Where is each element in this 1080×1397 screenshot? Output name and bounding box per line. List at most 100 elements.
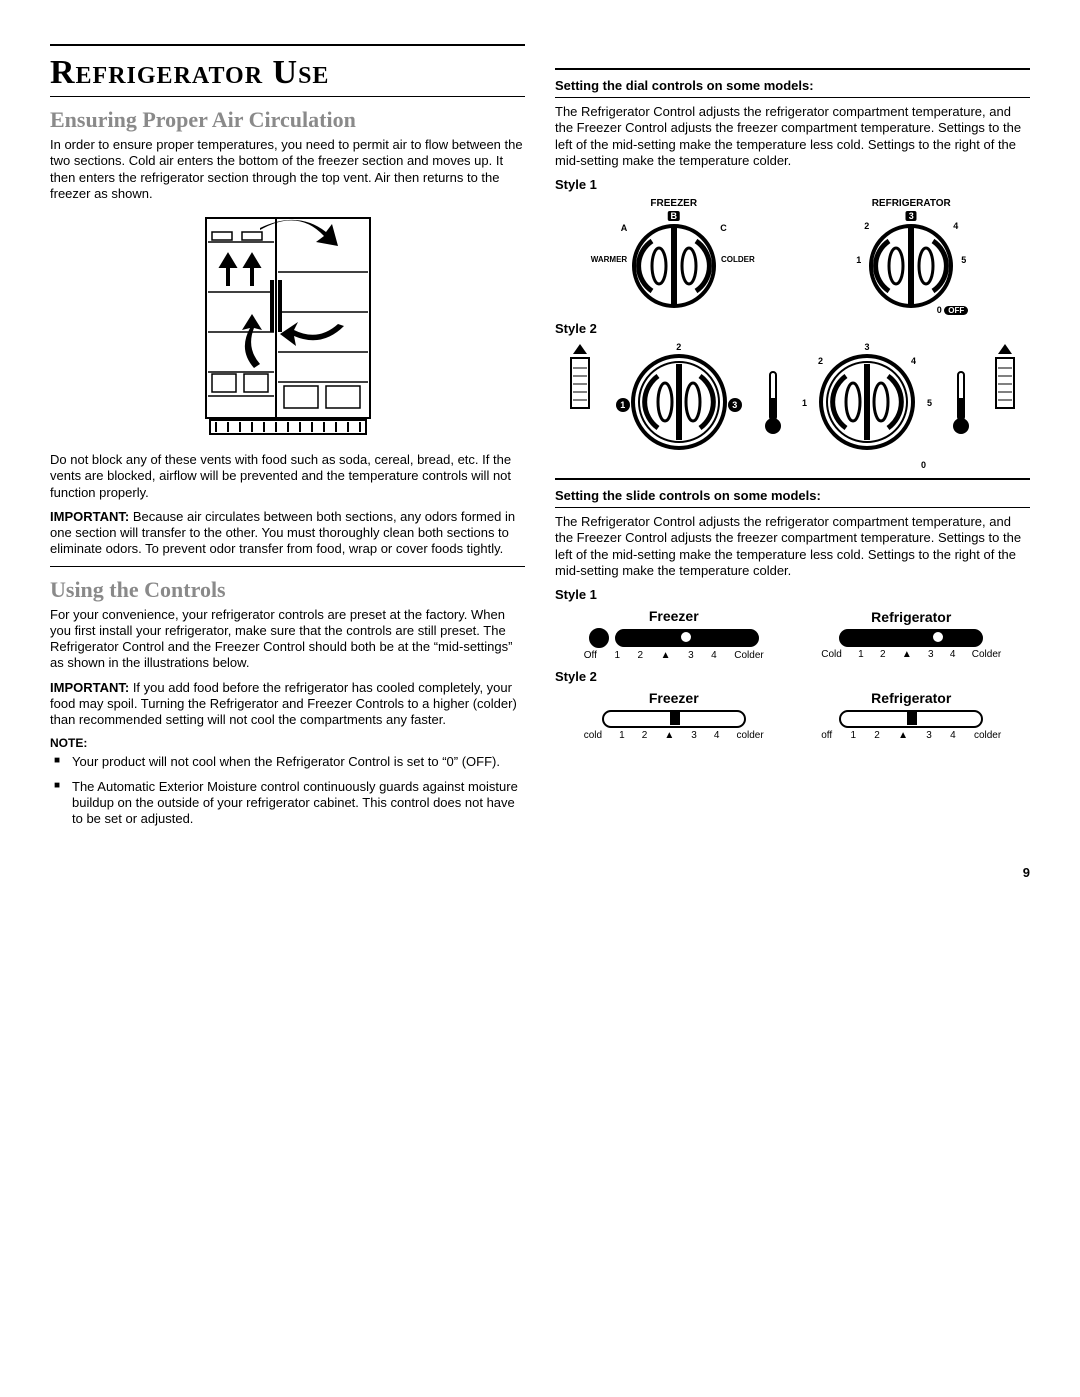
scale-label: 1 xyxy=(619,730,625,741)
controls-p1: For your convenience, your refrigerator … xyxy=(50,607,525,672)
scale-label: Colder xyxy=(734,650,763,661)
scale-label: 1 xyxy=(858,649,864,660)
refrigerator-slide-s2: Refrigerator off 1 2 ▲ 3 4 colder xyxy=(819,690,1003,741)
scale-label: 2 xyxy=(638,650,644,661)
scale-label: 4 xyxy=(714,730,720,741)
scale-label: 2 xyxy=(642,730,648,741)
refrigerator-dial: REFRIGERATOR 3 2 4 1 5 xyxy=(836,198,986,313)
scale-label: 3 xyxy=(928,649,934,660)
scale-label: 3 xyxy=(688,650,694,661)
dial-mark: 2 xyxy=(818,356,823,366)
scale-tri: ▲ xyxy=(661,650,671,661)
slide-bar xyxy=(615,629,759,647)
dial-title: FREEZER xyxy=(599,198,749,209)
section-title-air: Ensuring Proper Air Circulation xyxy=(50,107,525,133)
freezer-dial-s2: 2 1 3 xyxy=(614,342,744,454)
freezer-dial: FREEZER B A C WARMER COLDER xyxy=(599,198,749,313)
controls-important: IMPORTANT: If you add food before the re… xyxy=(50,680,525,729)
scale-label: Cold xyxy=(821,649,842,660)
scale-label: 1 xyxy=(850,730,856,741)
dial-mark: 5 xyxy=(961,255,966,265)
scale-label: Colder xyxy=(972,649,1001,660)
left-column: Refrigerator Use Ensuring Proper Air Cir… xyxy=(50,40,525,835)
dial-mark: A xyxy=(621,223,628,233)
slide-knob xyxy=(679,630,693,644)
dial-title: REFRIGERATOR xyxy=(836,198,986,209)
scale-label: 3 xyxy=(691,730,697,741)
note-label: NOTE: xyxy=(50,736,525,750)
dial-mark: 3 xyxy=(865,342,870,352)
scale-tri: ▲ xyxy=(664,730,674,741)
slide-p: The Refrigerator Control adjusts the ref… xyxy=(555,514,1030,579)
refrigerator-slide-s1: Refrigerator Cold 1 2 ▲ 3 4 Colder xyxy=(819,609,1003,660)
slide-title: Freezer xyxy=(582,690,766,706)
slide-bar xyxy=(839,710,983,728)
dial-mark: 4 xyxy=(911,356,916,366)
dial-mark: 5 xyxy=(927,398,932,408)
dial-mark: B xyxy=(668,211,681,221)
scale-label: 1 xyxy=(614,650,620,661)
slide-knob xyxy=(907,711,917,725)
scale-label: 4 xyxy=(711,650,717,661)
dial-mark: 3 xyxy=(728,398,742,412)
dial-mark: 2 xyxy=(864,221,869,231)
scale-label: 4 xyxy=(950,649,956,660)
vent-icon xyxy=(565,342,595,422)
dial-mark: C xyxy=(720,223,727,233)
note-list: Your product will not cool when the Refr… xyxy=(50,754,525,827)
style-2-label: Style 2 xyxy=(555,321,1030,336)
dial-mark: 1 xyxy=(616,398,630,412)
scale-label: 4 xyxy=(950,730,956,741)
scale-label: off xyxy=(821,730,832,741)
thermometer-icon xyxy=(763,342,783,452)
slide-style1-row: Freezer Off 1 2 ▲ 3 4 Colder xyxy=(555,608,1030,661)
note-item: The Automatic Exterior Moisture control … xyxy=(72,779,525,828)
air-p2: Do not block any of these vents with foo… xyxy=(50,452,525,501)
scale-tri: ▲ xyxy=(898,730,908,741)
scale-tri: ▲ xyxy=(902,649,912,660)
dial-mark: 0 xyxy=(921,460,926,470)
dial-mark: 3 xyxy=(906,211,917,221)
dial-mark: 1 xyxy=(802,398,807,408)
section-title-controls: Using the Controls xyxy=(50,577,525,603)
airflow-diagram xyxy=(198,212,378,442)
air-p1: In order to ensure proper temperatures, … xyxy=(50,137,525,202)
slide-bar xyxy=(602,710,746,728)
style-2-label-b: Style 2 xyxy=(555,669,1030,684)
slide-title: Refrigerator xyxy=(819,609,1003,625)
style-1-label: Style 1 xyxy=(555,177,1030,192)
slide-head: Setting the slide controls on some model… xyxy=(555,488,1030,503)
scale-label: colder xyxy=(736,730,763,741)
scale-label: colder xyxy=(974,730,1001,741)
freezer-slide-s1: Freezer Off 1 2 ▲ 3 4 Colder xyxy=(582,608,766,661)
note-item: Your product will not cool when the Refr… xyxy=(72,754,525,770)
important-label-2: IMPORTANT: xyxy=(50,680,129,695)
dial-style2-row: 2 1 3 xyxy=(555,342,1030,464)
thermometer-icon xyxy=(951,342,971,452)
freezer-slide-s2: Freezer cold 1 2 ▲ 3 4 colder xyxy=(582,690,766,741)
vent-icon xyxy=(990,342,1020,422)
slide-knob xyxy=(670,711,680,725)
scale-label: 2 xyxy=(874,730,880,741)
slide-knob xyxy=(931,630,945,644)
slide-style2-row: Freezer cold 1 2 ▲ 3 4 colder Refrigerat… xyxy=(555,690,1030,741)
scale-label: 3 xyxy=(926,730,932,741)
dial-icon xyxy=(614,342,744,452)
scale-label: 2 xyxy=(880,649,886,660)
important-label: IMPORTANT: xyxy=(50,509,129,524)
scale-label: Off xyxy=(584,650,597,661)
dial-mark: 1 xyxy=(856,255,861,265)
slide-title: Freezer xyxy=(582,608,766,624)
slide-bar xyxy=(839,629,983,647)
off-dot-icon xyxy=(589,628,609,648)
dial-mark: 0 xyxy=(937,305,942,315)
dial-p: The Refrigerator Control adjusts the ref… xyxy=(555,104,1030,169)
slide-title: Refrigerator xyxy=(819,690,1003,706)
scale-label: cold xyxy=(584,730,602,741)
page-number: 9 xyxy=(50,865,1030,880)
dial-style1-row: FREEZER B A C WARMER COLDER xyxy=(555,198,1030,313)
style-1-label-b: Style 1 xyxy=(555,587,1030,602)
dial-mark: WARMER xyxy=(591,255,627,264)
dial-mark: COLDER xyxy=(721,255,755,264)
main-title: Refrigerator Use xyxy=(50,54,525,92)
